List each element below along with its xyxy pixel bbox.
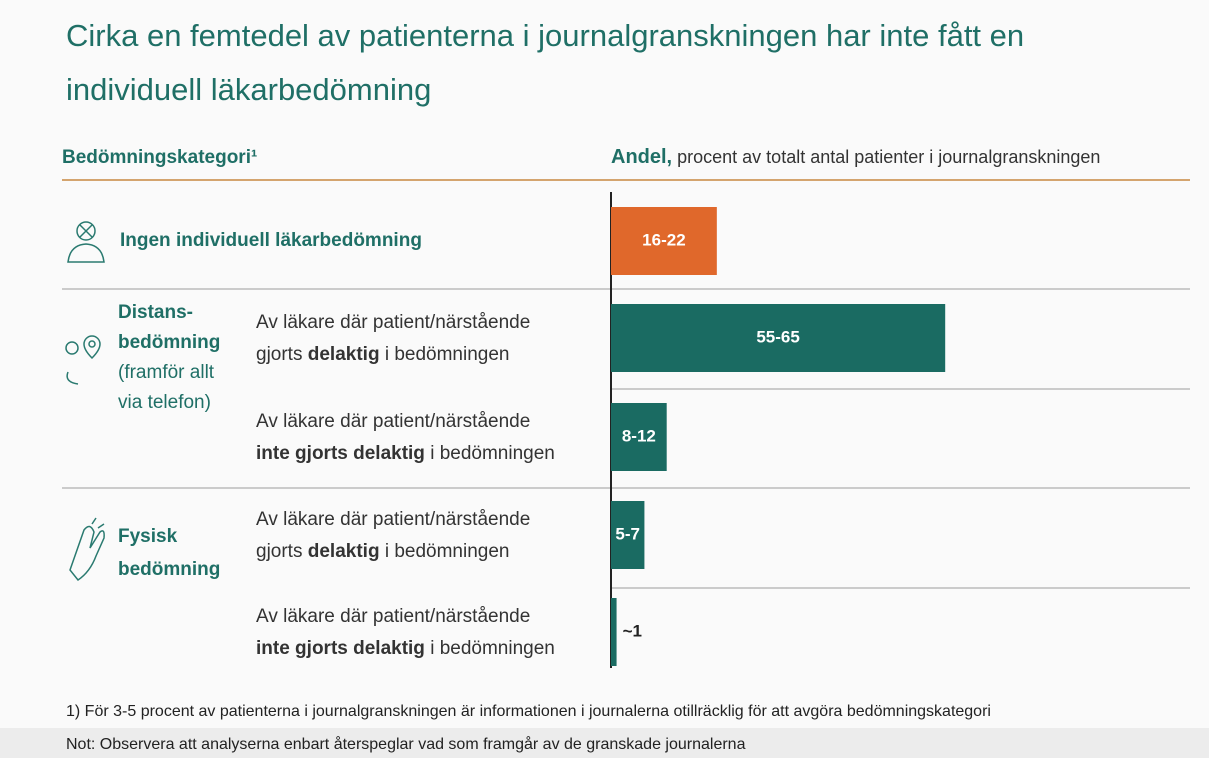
category-label: Av läkare där patient/närstående (256, 312, 530, 333)
text-segment: Andel, (611, 146, 672, 168)
text-segment: bedömning (118, 559, 220, 580)
bar (611, 207, 717, 275)
bottom-band (0, 728, 1209, 758)
bar (611, 598, 617, 666)
text-segment: i bedömningen (380, 344, 510, 365)
text-segment: delaktig (308, 344, 380, 365)
text-segment: Ingen individuell läkarbedömning (120, 230, 422, 251)
value-label: ~1 (623, 621, 642, 640)
group-label: Distans- (118, 302, 193, 323)
category-label: inte gjorts delaktig i bedömningen (256, 443, 555, 464)
value-label: 55-65 (756, 327, 799, 346)
text-segment: procent av totalt antal patienter i jour… (672, 147, 1100, 167)
value-header: Andel, procent av totalt antal patienter… (611, 146, 1100, 168)
group-label: Fysisk (118, 526, 178, 547)
text-segment: Fysisk (118, 526, 178, 547)
group-label: bedömning (118, 559, 220, 580)
category-label: inte gjorts delaktig i bedömningen (256, 638, 555, 659)
text-segment: (framför allt (118, 362, 215, 383)
icon-doctor (67, 221, 105, 263)
text-segment: bedömning (118, 332, 220, 353)
category-label: Av läkare där patient/närstående (256, 509, 530, 530)
category-label: Av läkare där patient/närstående (256, 606, 530, 627)
icon-hands (69, 517, 105, 582)
chart-title: individuell läkarbedömning (66, 72, 431, 107)
category-header: Bedömningskategori¹ (62, 147, 257, 168)
category-label: gjorts delaktig i bedömningen (256, 541, 510, 562)
footnote: Not: Observera att analyserna enbart åte… (66, 735, 746, 753)
bar (611, 501, 645, 569)
group-label: Ingen individuell läkarbedömning (120, 230, 422, 251)
group-label: (framför allt (118, 362, 215, 383)
bar (611, 403, 667, 471)
text-segment: gjorts (256, 541, 308, 562)
text-segment: inte gjorts delaktig (256, 638, 425, 659)
text-segment: inte gjorts delaktig (256, 443, 425, 464)
text-segment: via telefon) (118, 392, 211, 413)
value-label: 16-22 (642, 230, 685, 249)
icon-location (65, 335, 101, 385)
value-label: 8-12 (622, 426, 656, 445)
text-segment: gjorts (256, 344, 308, 365)
category-label: gjorts delaktig i bedömningen (256, 344, 510, 365)
text-segment: Av läkare där patient/närstående (256, 312, 530, 333)
text-segment: Av läkare där patient/närstående (256, 606, 530, 627)
group-label: via telefon) (118, 392, 211, 413)
value-label: 5-7 (615, 524, 640, 543)
text-segment: Av läkare där patient/närstående (256, 509, 530, 530)
group-label: bedömning (118, 332, 220, 353)
bar (611, 304, 946, 372)
text-segment: Distans- (118, 302, 193, 323)
footnote: 1) För 3-5 procent av patienterna i jour… (66, 703, 991, 720)
text-segment: delaktig (308, 541, 380, 562)
chart-title: Cirka en femtedel av patienterna i journ… (66, 18, 1024, 53)
text-segment: i bedömningen (425, 443, 555, 464)
text-segment: i bedömningen (380, 541, 510, 562)
text-segment: Av läkare där patient/närstående (256, 411, 530, 432)
text-segment: i bedömningen (425, 638, 555, 659)
category-label: Av läkare där patient/närstående (256, 411, 530, 432)
